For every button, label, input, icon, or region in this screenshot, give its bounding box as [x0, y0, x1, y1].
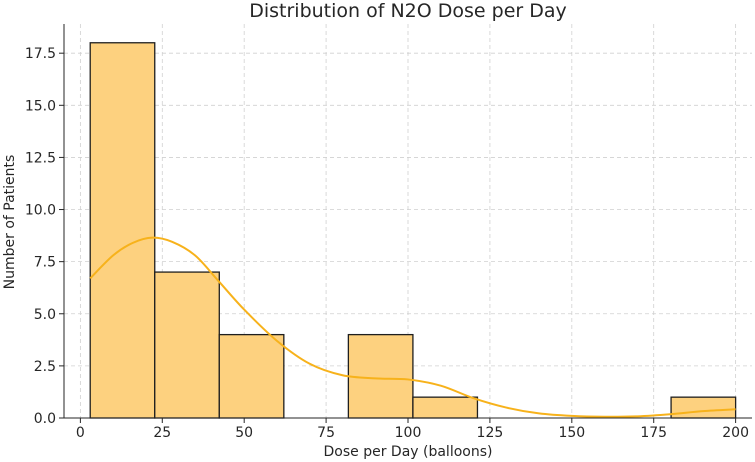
x-tick-label: 25 [153, 425, 171, 441]
histogram-bar-9 [670, 396, 737, 419]
y-tick-label: 15.0 [25, 98, 56, 114]
histogram-bar-0 [89, 42, 156, 419]
x-tick-label: 50 [235, 425, 253, 441]
y-axis-label: Number of Patients [2, 155, 18, 290]
x-tick-label: 0 [76, 425, 85, 441]
x-tick-label: 125 [477, 425, 504, 441]
x-tick-label: 175 [640, 425, 667, 441]
y-tick-label: 5.0 [34, 307, 56, 323]
x-tick-label: 150 [558, 425, 585, 441]
y-tick-label: 0.0 [34, 411, 56, 427]
y-tick-label: 2.5 [34, 359, 56, 375]
y-tick-label: 17.5 [25, 46, 56, 62]
kde-curve [89, 236, 736, 418]
histogram-bar-5 [412, 396, 479, 419]
histogram-bar-1 [154, 271, 220, 419]
histogram-bar-2 [218, 333, 285, 419]
x-tick-label: 100 [395, 425, 422, 441]
histogram-bar-4 [347, 333, 414, 419]
x-axis-label: Dose per Day (balloons) [324, 444, 493, 460]
y-tick-label: 7.5 [34, 255, 56, 271]
x-tick-label: 200 [722, 425, 749, 441]
axes: 0 25 50 75 100 125 150 175 200 0.0 2.5 5.0 7.5 10.0 12… [25, 24, 752, 441]
y-tick-label: 10.0 [25, 203, 56, 219]
histogram-bars [89, 42, 737, 419]
y-tick-label: 12.5 [25, 150, 56, 166]
chart-title: Distribution of N2O Dose per Day [249, 0, 567, 22]
x-tick-label: 75 [317, 425, 335, 441]
